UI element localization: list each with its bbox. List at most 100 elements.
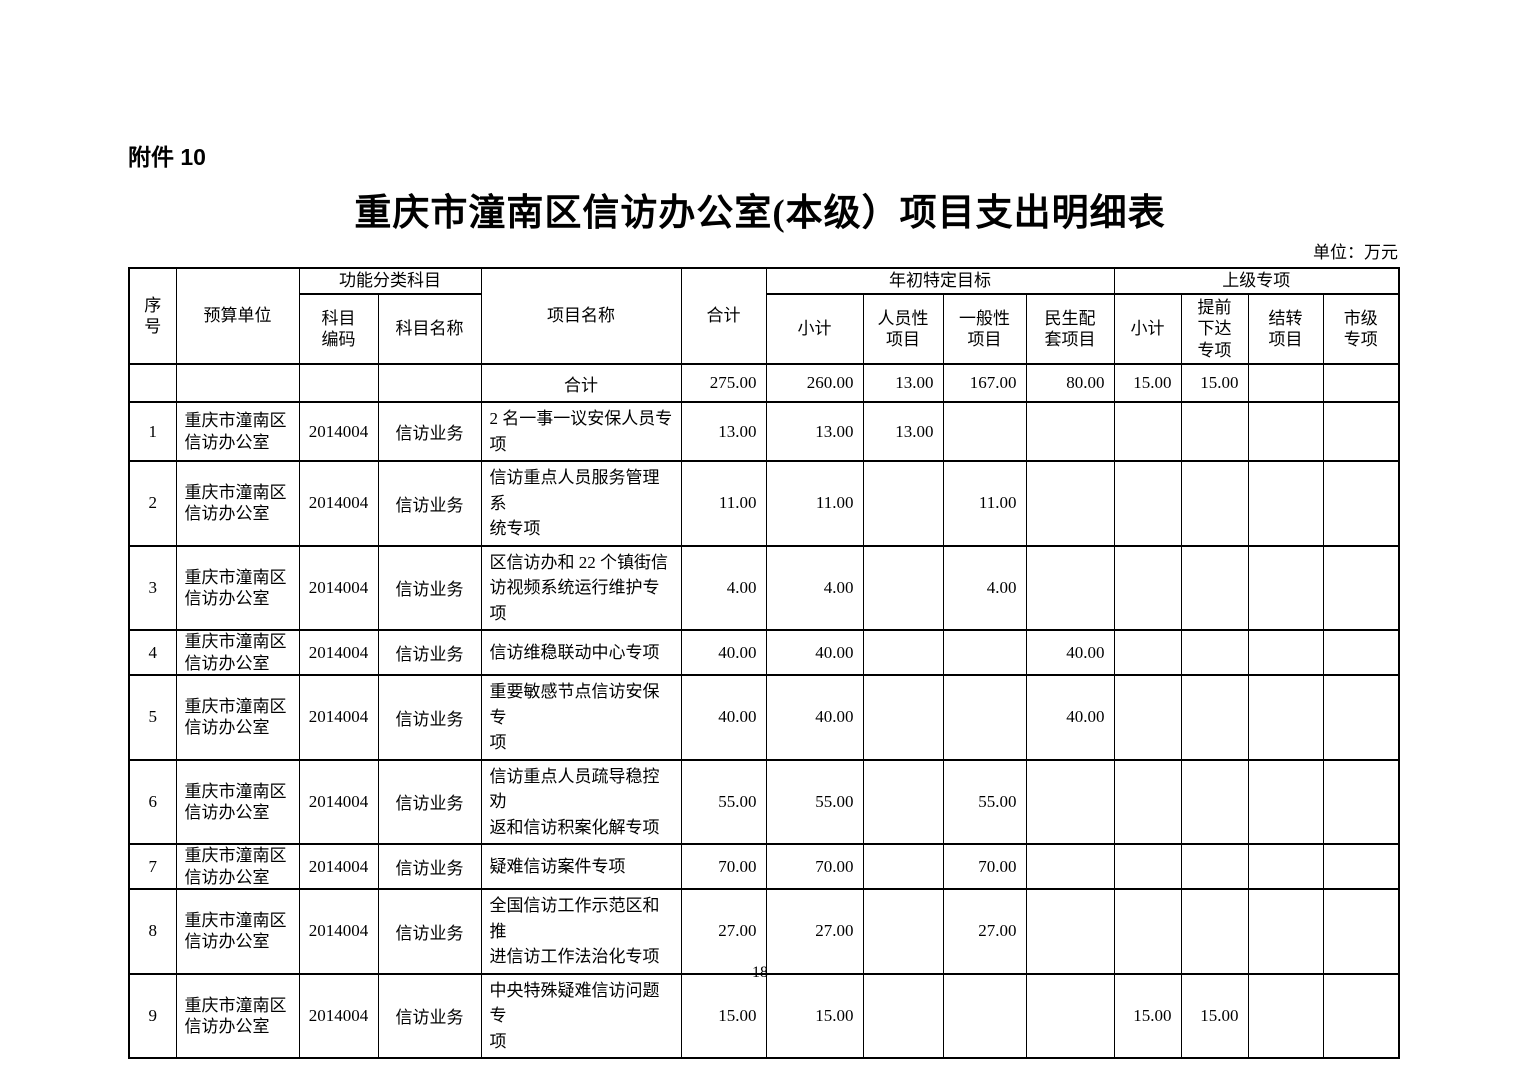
cell-total-label: 合计 bbox=[480, 363, 682, 403]
cell-sp-subtotal bbox=[1113, 758, 1182, 845]
cell-sp-advance: 15.00 bbox=[1180, 972, 1249, 1059]
cell-subject-code: 2014004 bbox=[298, 401, 379, 462]
header-superior-group: 上级专项 bbox=[1113, 267, 1400, 295]
cell-total: 70.00 bbox=[680, 843, 767, 890]
cell-sp-municipal bbox=[1322, 843, 1400, 890]
cell-sp-carryover bbox=[1247, 972, 1324, 1059]
cell-project-name: 2 名一事一议安保人员专 项 bbox=[480, 401, 682, 462]
cell-sp-municipal bbox=[1322, 629, 1400, 676]
cell-sp-municipal bbox=[1322, 363, 1400, 403]
cell-total: 27.00 bbox=[680, 888, 767, 975]
cell-total: 15.00 bbox=[680, 972, 767, 1059]
cell-sp-subtotal bbox=[1113, 460, 1182, 547]
cell-subject-name: 信访业务 bbox=[377, 758, 482, 845]
cell-yt-personnel bbox=[862, 629, 944, 676]
cell-subject-name: 信访业务 bbox=[377, 401, 482, 462]
cell-subject-code: 2014004 bbox=[298, 843, 379, 890]
table-row: 8 重庆市潼南区 信访办公室 2014004 信访业务 全国信访工作示范区和推 … bbox=[128, 888, 1400, 975]
cell-subject-name: 信访业务 bbox=[377, 460, 482, 547]
cell-seq: 1 bbox=[128, 401, 177, 462]
cell-total: 13.00 bbox=[680, 401, 767, 462]
cell-yt-livelihood bbox=[1025, 401, 1115, 462]
cell-sp-advance bbox=[1180, 674, 1249, 761]
cell-budget-unit: 重庆市潼南区 信访办公室 bbox=[175, 674, 300, 761]
header-func-category-group: 功能分类科目 bbox=[298, 267, 482, 295]
cell-sp-municipal bbox=[1322, 758, 1400, 845]
cell-subject-code: 2014004 bbox=[298, 972, 379, 1059]
cell-budget-unit bbox=[175, 363, 300, 403]
cell-subject-name: 信访业务 bbox=[377, 888, 482, 975]
cell-yt-personnel bbox=[862, 674, 944, 761]
cell-seq bbox=[128, 363, 177, 403]
cell-yt-personnel bbox=[862, 460, 944, 547]
header-sp-municipal: 市级 专项 bbox=[1322, 293, 1400, 365]
cell-yt-subtotal: 27.00 bbox=[765, 888, 864, 975]
cell-yt-livelihood: 40.00 bbox=[1025, 674, 1115, 761]
header-project-name: 项目名称 bbox=[480, 267, 682, 365]
header-subject-code: 科目 编码 bbox=[298, 293, 379, 365]
cell-subject-code: 2014004 bbox=[298, 460, 379, 547]
table-row: 4 重庆市潼南区 信访办公室 2014004 信访业务 信访维稳联动中心专项 4… bbox=[128, 629, 1400, 676]
cell-sp-carryover bbox=[1247, 888, 1324, 975]
cell-project-name: 信访重点人员疏导稳控劝 返和信访积案化解专项 bbox=[480, 758, 682, 845]
cell-sp-subtotal bbox=[1113, 544, 1182, 631]
cell-subject-name: 信访业务 bbox=[377, 544, 482, 631]
cell-seq: 2 bbox=[128, 460, 177, 547]
table-row: 5 重庆市潼南区 信访办公室 2014004 信访业务 重要敏感节点信访安保专 … bbox=[128, 674, 1400, 761]
cell-sp-municipal bbox=[1322, 888, 1400, 975]
cell-yt-general: 11.00 bbox=[942, 460, 1027, 547]
cell-subject-code: 2014004 bbox=[298, 674, 379, 761]
cell-budget-unit: 重庆市潼南区 信访办公室 bbox=[175, 629, 300, 676]
cell-yt-general: 70.00 bbox=[942, 843, 1027, 890]
cell-sp-subtotal bbox=[1113, 843, 1182, 890]
cell-project-name: 信访重点人员服务管理系 统专项 bbox=[480, 460, 682, 547]
cell-sp-subtotal bbox=[1113, 888, 1182, 975]
cell-yt-livelihood bbox=[1025, 544, 1115, 631]
cell-budget-unit: 重庆市潼南区 信访办公室 bbox=[175, 843, 300, 890]
cell-project-name: 疑难信访案件专项 bbox=[480, 843, 682, 890]
cell-sp-carryover bbox=[1247, 843, 1324, 890]
cell-sp-subtotal bbox=[1113, 629, 1182, 676]
cell-seq: 6 bbox=[128, 758, 177, 845]
cell-yt-general: 27.00 bbox=[942, 888, 1027, 975]
cell-budget-unit: 重庆市潼南区 信访办公室 bbox=[175, 544, 300, 631]
cell-seq: 7 bbox=[128, 843, 177, 890]
cell-sp-subtotal bbox=[1113, 674, 1182, 761]
header-seq: 序 号 bbox=[128, 267, 177, 365]
header-budget-unit: 预算单位 bbox=[175, 267, 300, 365]
cell-subject-code: 2014004 bbox=[298, 544, 379, 631]
cell-sp-municipal bbox=[1322, 674, 1400, 761]
cell-budget-unit: 重庆市潼南区 信访办公室 bbox=[175, 401, 300, 462]
cell-total: 40.00 bbox=[680, 674, 767, 761]
cell-yt-general bbox=[942, 674, 1027, 761]
cell-yt-livelihood bbox=[1025, 758, 1115, 845]
cell-yt-personnel bbox=[862, 544, 944, 631]
cell-sp-advance: 15.00 bbox=[1180, 363, 1249, 403]
cell-seq: 4 bbox=[128, 629, 177, 676]
cell-yt-livelihood bbox=[1025, 972, 1115, 1059]
table-row: 7 重庆市潼南区 信访办公室 2014004 信访业务 疑难信访案件专项 70.… bbox=[128, 843, 1400, 890]
table-row: 1 重庆市潼南区 信访办公室 2014004 信访业务 2 名一事一议安保人员专… bbox=[128, 401, 1400, 462]
attachment-label: 附件 10 bbox=[128, 144, 206, 170]
cell-yt-general: 4.00 bbox=[942, 544, 1027, 631]
cell-yt-general: 55.00 bbox=[942, 758, 1027, 845]
cell-subject-name: 信访业务 bbox=[377, 674, 482, 761]
cell-sp-subtotal bbox=[1113, 401, 1182, 462]
cell-total: 4.00 bbox=[680, 544, 767, 631]
cell-sp-advance bbox=[1180, 544, 1249, 631]
cell-sp-municipal bbox=[1322, 972, 1400, 1059]
cell-yt-subtotal: 13.00 bbox=[765, 401, 864, 462]
header-sp-advance: 提前 下达 专项 bbox=[1180, 293, 1249, 365]
total-row: 合计 275.00 260.00 13.00 167.00 80.00 15.0… bbox=[128, 363, 1400, 403]
cell-yt-personnel: 13.00 bbox=[862, 401, 944, 462]
cell-sp-carryover bbox=[1247, 674, 1324, 761]
cell-yt-livelihood: 40.00 bbox=[1025, 629, 1115, 676]
cell-project-name: 重要敏感节点信访安保专 项 bbox=[480, 674, 682, 761]
cell-yt-livelihood bbox=[1025, 460, 1115, 547]
cell-total: 40.00 bbox=[680, 629, 767, 676]
cell-subject-name: 信访业务 bbox=[377, 629, 482, 676]
cell-total: 275.00 bbox=[680, 363, 767, 403]
cell-sp-municipal bbox=[1322, 544, 1400, 631]
cell-sp-subtotal: 15.00 bbox=[1113, 363, 1182, 403]
cell-yt-general bbox=[942, 401, 1027, 462]
